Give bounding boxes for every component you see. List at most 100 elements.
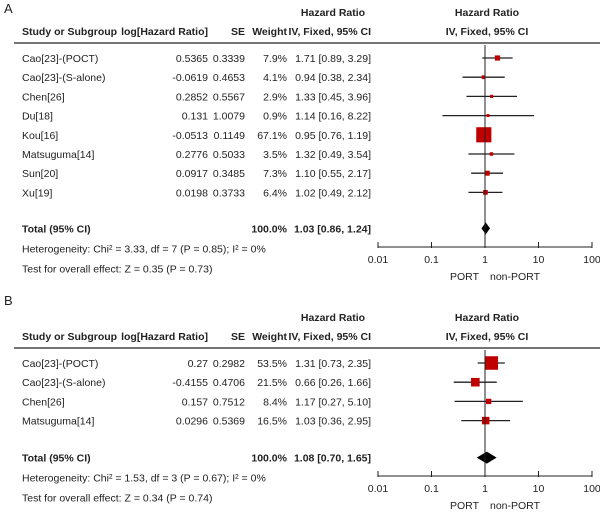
- favours-right-label: non-PORT: [490, 271, 541, 283]
- ci-value: 1.10 [0.55, 2.17]: [295, 168, 371, 180]
- study-name: Cao[23]-(POCT): [22, 53, 98, 65]
- overall-effect-text: Test for overall effect: Z = 0.34 (P = 0…: [22, 493, 212, 505]
- forest-panel-b: B Hazard Ratio Hazard Ratio Study or Subgro…: [4, 293, 600, 512]
- loghr-value: 0.131: [182, 111, 208, 123]
- ci-value: 1.14 [0.16, 8.22]: [295, 111, 371, 123]
- x-tick-label: 1: [482, 483, 488, 495]
- study-name: Chen[26]: [22, 396, 65, 408]
- effect-square: [489, 152, 494, 156]
- ci-value: 1.02 [0.49, 2.12]: [295, 187, 371, 199]
- study-name: Kou[16]: [22, 130, 58, 142]
- heterogeneity-text: Heterogeneity: Chi² = 1.53, df = 3 (P = …: [22, 473, 266, 485]
- weight-column-header: Weight: [252, 26, 287, 38]
- study-name: Cao[23]-(S-alone): [22, 377, 105, 389]
- plot-subheader: IV, Fixed, 95% CI: [446, 331, 529, 343]
- weight-value: 53.5%: [257, 358, 287, 370]
- se-value: 0.2982: [213, 358, 245, 370]
- plot-header: Hazard Ratio: [455, 312, 519, 324]
- effect-square: [490, 94, 494, 98]
- study-name: Sun[20]: [22, 168, 58, 180]
- se-column-header: SE: [231, 26, 245, 38]
- study-column-header: Study or Subgroup: [22, 26, 117, 38]
- se-value: 0.3339: [213, 53, 245, 65]
- x-tick-label: 100: [583, 483, 600, 495]
- favours-right-label: non-PORT: [490, 500, 541, 512]
- loghr-value: -0.0619: [172, 72, 208, 84]
- panel-label: B: [4, 293, 13, 308]
- effect-square: [481, 416, 490, 425]
- ci-column-header: IV, Fixed, 95% CI: [289, 331, 372, 343]
- ci-value: 1.17 [0.27, 5.10]: [295, 396, 371, 408]
- weight-value: 8.4%: [263, 396, 287, 408]
- weight-value: 7.9%: [263, 53, 287, 65]
- overall-effect-text: Test for overall effect: Z = 0.35 (P = 0…: [22, 263, 212, 275]
- plot-header: Hazard Ratio: [455, 7, 519, 19]
- panel-label: A: [4, 1, 13, 16]
- study-row: Du[18] 0.131 1.0079 0.9% 1.14 [0.16, 8.22]: [22, 111, 534, 123]
- total-ci: 1.03 [0.86, 1.24]: [294, 223, 371, 235]
- favours-left-label: PORT: [450, 271, 480, 283]
- ci-value: 1.32 [0.49, 3.54]: [295, 149, 371, 161]
- se-value: 0.3733: [213, 187, 245, 199]
- total-label: Total (95% CI): [22, 453, 91, 465]
- loghr-value: -0.4155: [172, 377, 208, 389]
- se-value: 0.4653: [213, 72, 245, 84]
- loghr-value: 0.0917: [176, 168, 208, 180]
- weight-value: 2.9%: [263, 91, 287, 103]
- loghr-value: 0.0296: [176, 416, 208, 428]
- se-column-header: SE: [231, 331, 245, 343]
- study-row: Matsuguma[14] 0.0296 0.5369 16.5% 1.03 [0.36…: [22, 416, 511, 428]
- x-tick-label: 10: [533, 483, 545, 495]
- ci-value: 0.94 [0.38, 2.34]: [295, 72, 371, 84]
- heterogeneity-text: Heterogeneity: Chi² = 3.33, df = 7 (P = …: [22, 243, 266, 255]
- x-tick-label: 0.01: [368, 483, 389, 495]
- plot-subheader: IV, Fixed, 95% CI: [446, 26, 529, 38]
- loghr-value: 0.5365: [176, 53, 208, 65]
- study-column-header: Study or Subgroup: [22, 331, 117, 343]
- study-name: Cao[23]-(S-alone): [22, 72, 105, 84]
- weight-value: 7.3%: [263, 168, 287, 180]
- loghr-value: 0.27: [188, 358, 209, 370]
- total-label: Total (95% CI): [22, 223, 91, 235]
- total-weight: 100.0%: [251, 453, 287, 465]
- study-row: Cao[23]-(POCT) 0.5365 0.3339 7.9% 1.71 [0.89…: [22, 53, 513, 65]
- total-row: Total (95% CI) 100.0% 1.08 [0.70, 1.65]: [22, 451, 497, 465]
- x-tick-label: 1: [482, 254, 488, 266]
- weight-value: 3.5%: [263, 149, 287, 161]
- effect-square: [476, 127, 492, 143]
- loghr-value: 0.2852: [176, 91, 208, 103]
- se-value: 0.3485: [213, 168, 245, 180]
- effect-square: [484, 170, 490, 176]
- study-name: Cao[23]-(POCT): [22, 358, 98, 370]
- loghr-column-header: log[Hazard Ratio]: [121, 331, 208, 343]
- total-ci: 1.08 [0.70, 1.65]: [294, 453, 371, 465]
- weight-column-header: Weight: [252, 331, 287, 343]
- effect-square: [486, 114, 490, 118]
- study-name: Chen[26]: [22, 91, 65, 103]
- total-row: Total (95% CI) 100.0% 1.03 [0.86, 1.24]: [22, 222, 490, 235]
- x-tick-label: 0.1: [424, 483, 439, 495]
- loghr-value: -0.0513: [172, 130, 208, 142]
- weight-value: 67.1%: [257, 130, 287, 142]
- effect-square: [494, 55, 501, 61]
- weight-value: 4.1%: [263, 72, 287, 84]
- effect-square: [484, 356, 499, 370]
- forest-panel-a: A Hazard Ratio Hazard Ratio Study or Subgro…: [4, 1, 600, 283]
- total-weight: 100.0%: [251, 223, 287, 235]
- ci-value: 1.31 [0.73, 2.35]: [295, 358, 371, 370]
- x-tick-label: 0.01: [368, 254, 389, 266]
- ci-value: 1.03 [0.36, 2.95]: [295, 416, 371, 428]
- favours-left-label: PORT: [450, 500, 480, 512]
- effect-square: [481, 75, 486, 80]
- se-value: 0.5369: [213, 416, 245, 428]
- study-row: Matsuguma[14] 0.2776 0.5033 3.5% 1.32 [0.49,…: [22, 149, 515, 161]
- total-diamond: [476, 451, 497, 464]
- se-value: 0.1149: [214, 130, 245, 142]
- study-row: Cao[23]-(S-alone) -0.0619 0.4653 4.1% 0.94 […: [22, 72, 505, 84]
- x-tick-label: 0.1: [424, 254, 439, 266]
- se-value: 0.5033: [213, 149, 245, 161]
- x-tick-label: 10: [533, 254, 545, 266]
- ci-value: 0.95 [0.76, 1.19]: [295, 130, 371, 142]
- study-row: Cao[23]-(S-alone) -0.4155 0.4706 21.5% 0.66 …: [22, 377, 497, 389]
